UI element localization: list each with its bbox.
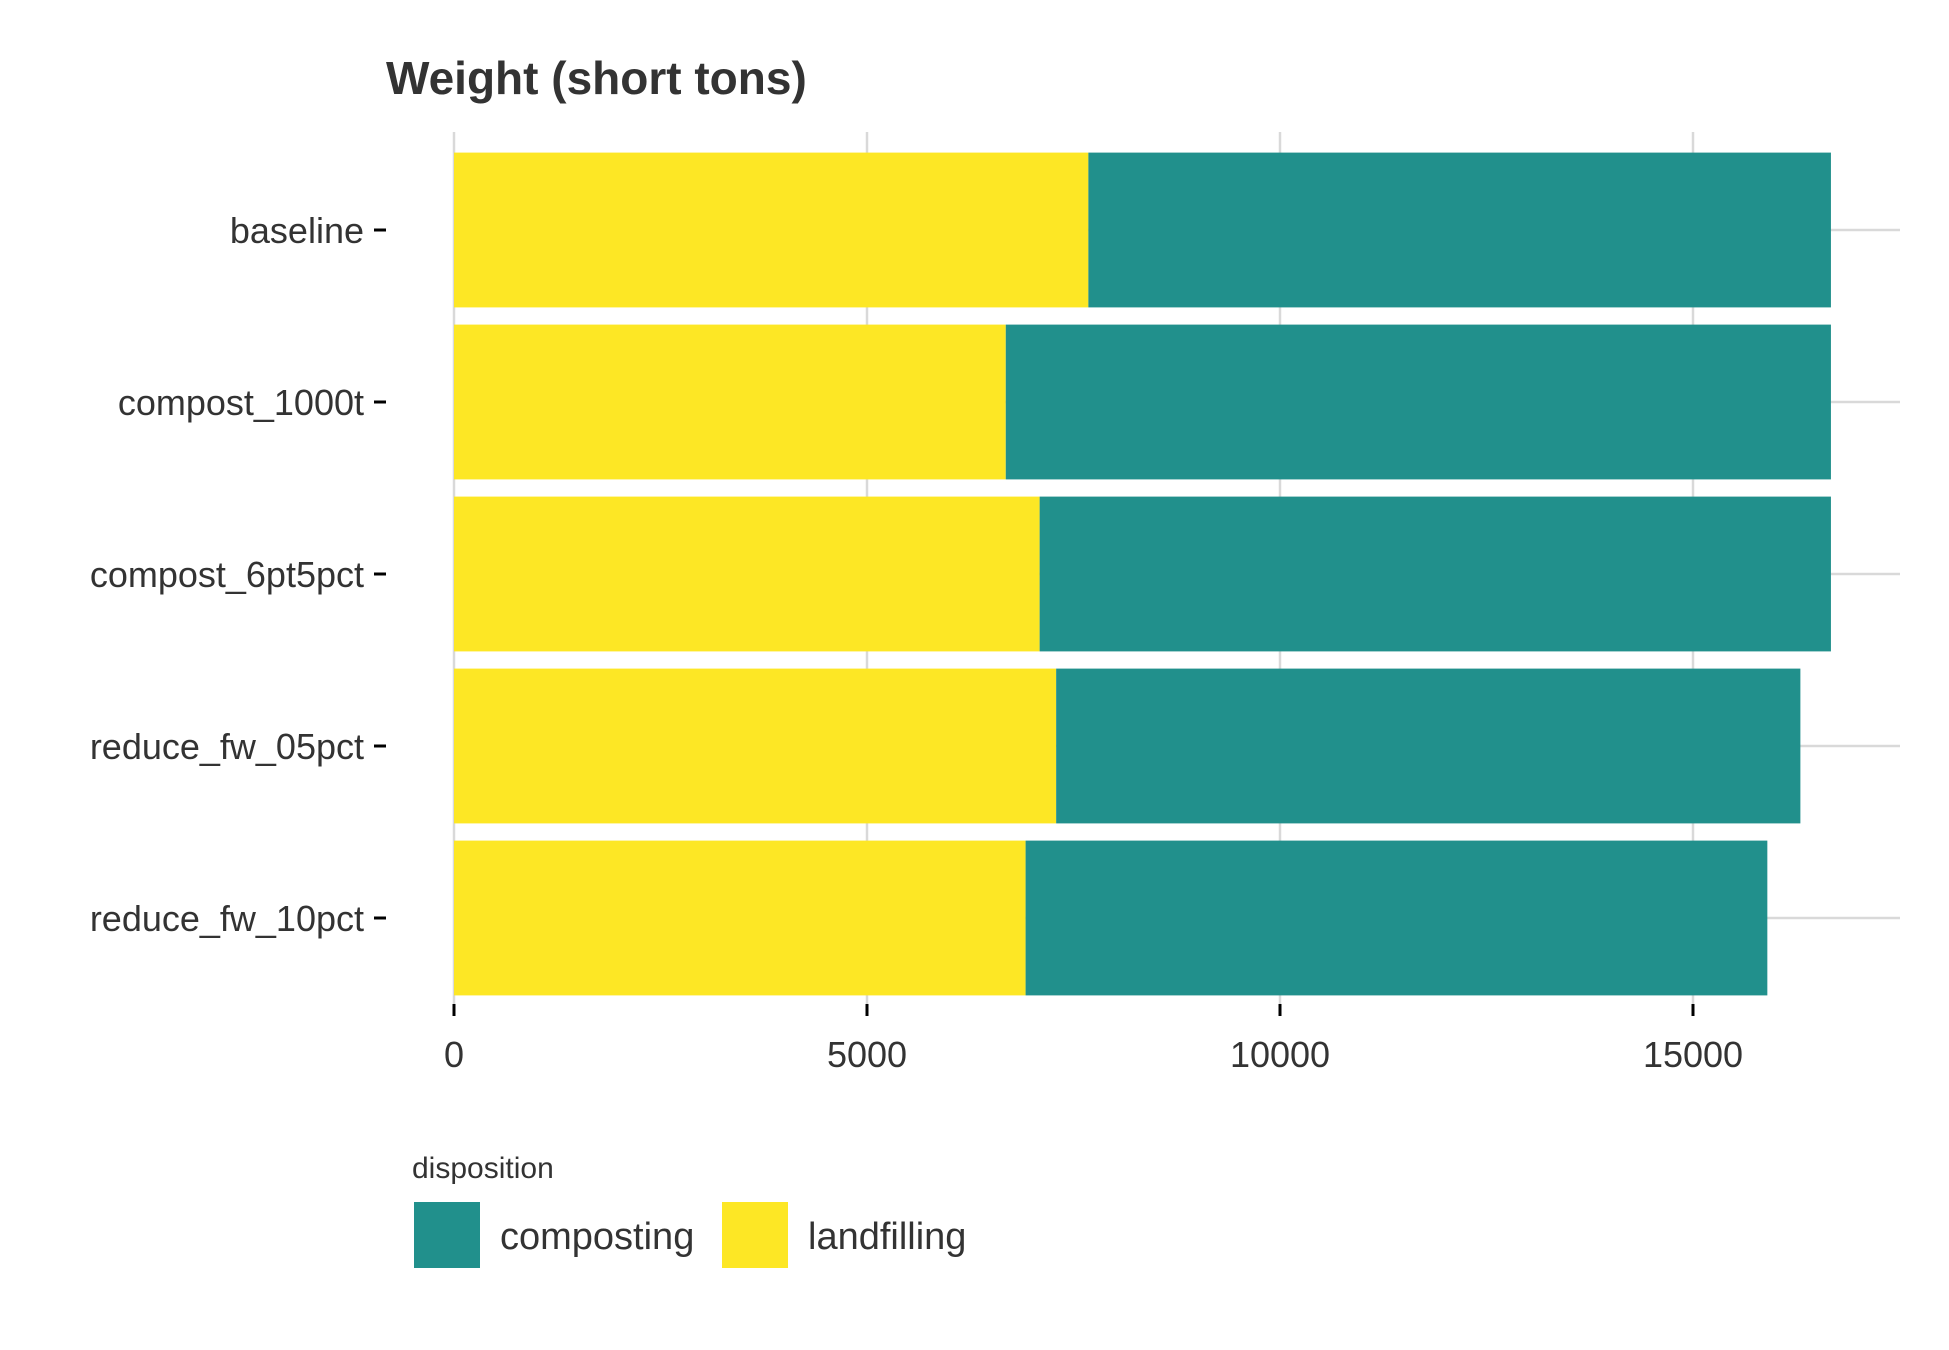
bar-landfilling-reduce_fw_05pct: [454, 668, 1057, 824]
y-tick-label: compost_6pt5pct: [90, 554, 364, 595]
x-tick-label: 10000: [1230, 1034, 1330, 1075]
legend-label-landfilling: landfilling: [808, 1216, 966, 1258]
x-tick-label: 5000: [827, 1034, 907, 1075]
y-axis: baseline compost_1000t compost_6pt5pctredu…: [90, 210, 386, 939]
legend-key-landfilling: [722, 1202, 788, 1268]
y-tick-label: baseline: [230, 210, 364, 251]
y-tick-label: compost_1000t: [118, 382, 364, 423]
chart-title: Weight (short tons): [386, 52, 807, 104]
legend-label-composting: composting: [500, 1216, 694, 1258]
x-axis: 0 5000 10000 15000: [444, 1004, 1743, 1075]
bar-landfilling-reduce_fw_10pct: [454, 840, 1026, 996]
legend-key-composting: [414, 1202, 480, 1268]
legend: disposition composting landfilling: [412, 1152, 966, 1268]
bar-composting-reduce_fw_10pct: [1025, 840, 1768, 996]
bars: [454, 152, 1831, 996]
bar-composting-reduce_fw_05pct: [1056, 668, 1801, 824]
bar-landfilling-compost_1000t: [454, 324, 1006, 480]
bar-composting-baseline: [1088, 152, 1831, 308]
y-tick-label: reduce_fw_10pct: [90, 898, 364, 939]
bar-composting-compost_6pt5pct: [1039, 496, 1831, 652]
legend-title: disposition: [412, 1152, 554, 1185]
bar-landfilling-baseline: [454, 152, 1089, 308]
bar-landfilling-compost_6pt5pct: [454, 496, 1040, 652]
x-tick-label: 0: [444, 1034, 464, 1075]
y-tick-label: reduce_fw_05pct: [90, 726, 364, 767]
x-tick-label: 15000: [1643, 1034, 1743, 1075]
bar-composting-compost_1000t: [1005, 324, 1831, 480]
